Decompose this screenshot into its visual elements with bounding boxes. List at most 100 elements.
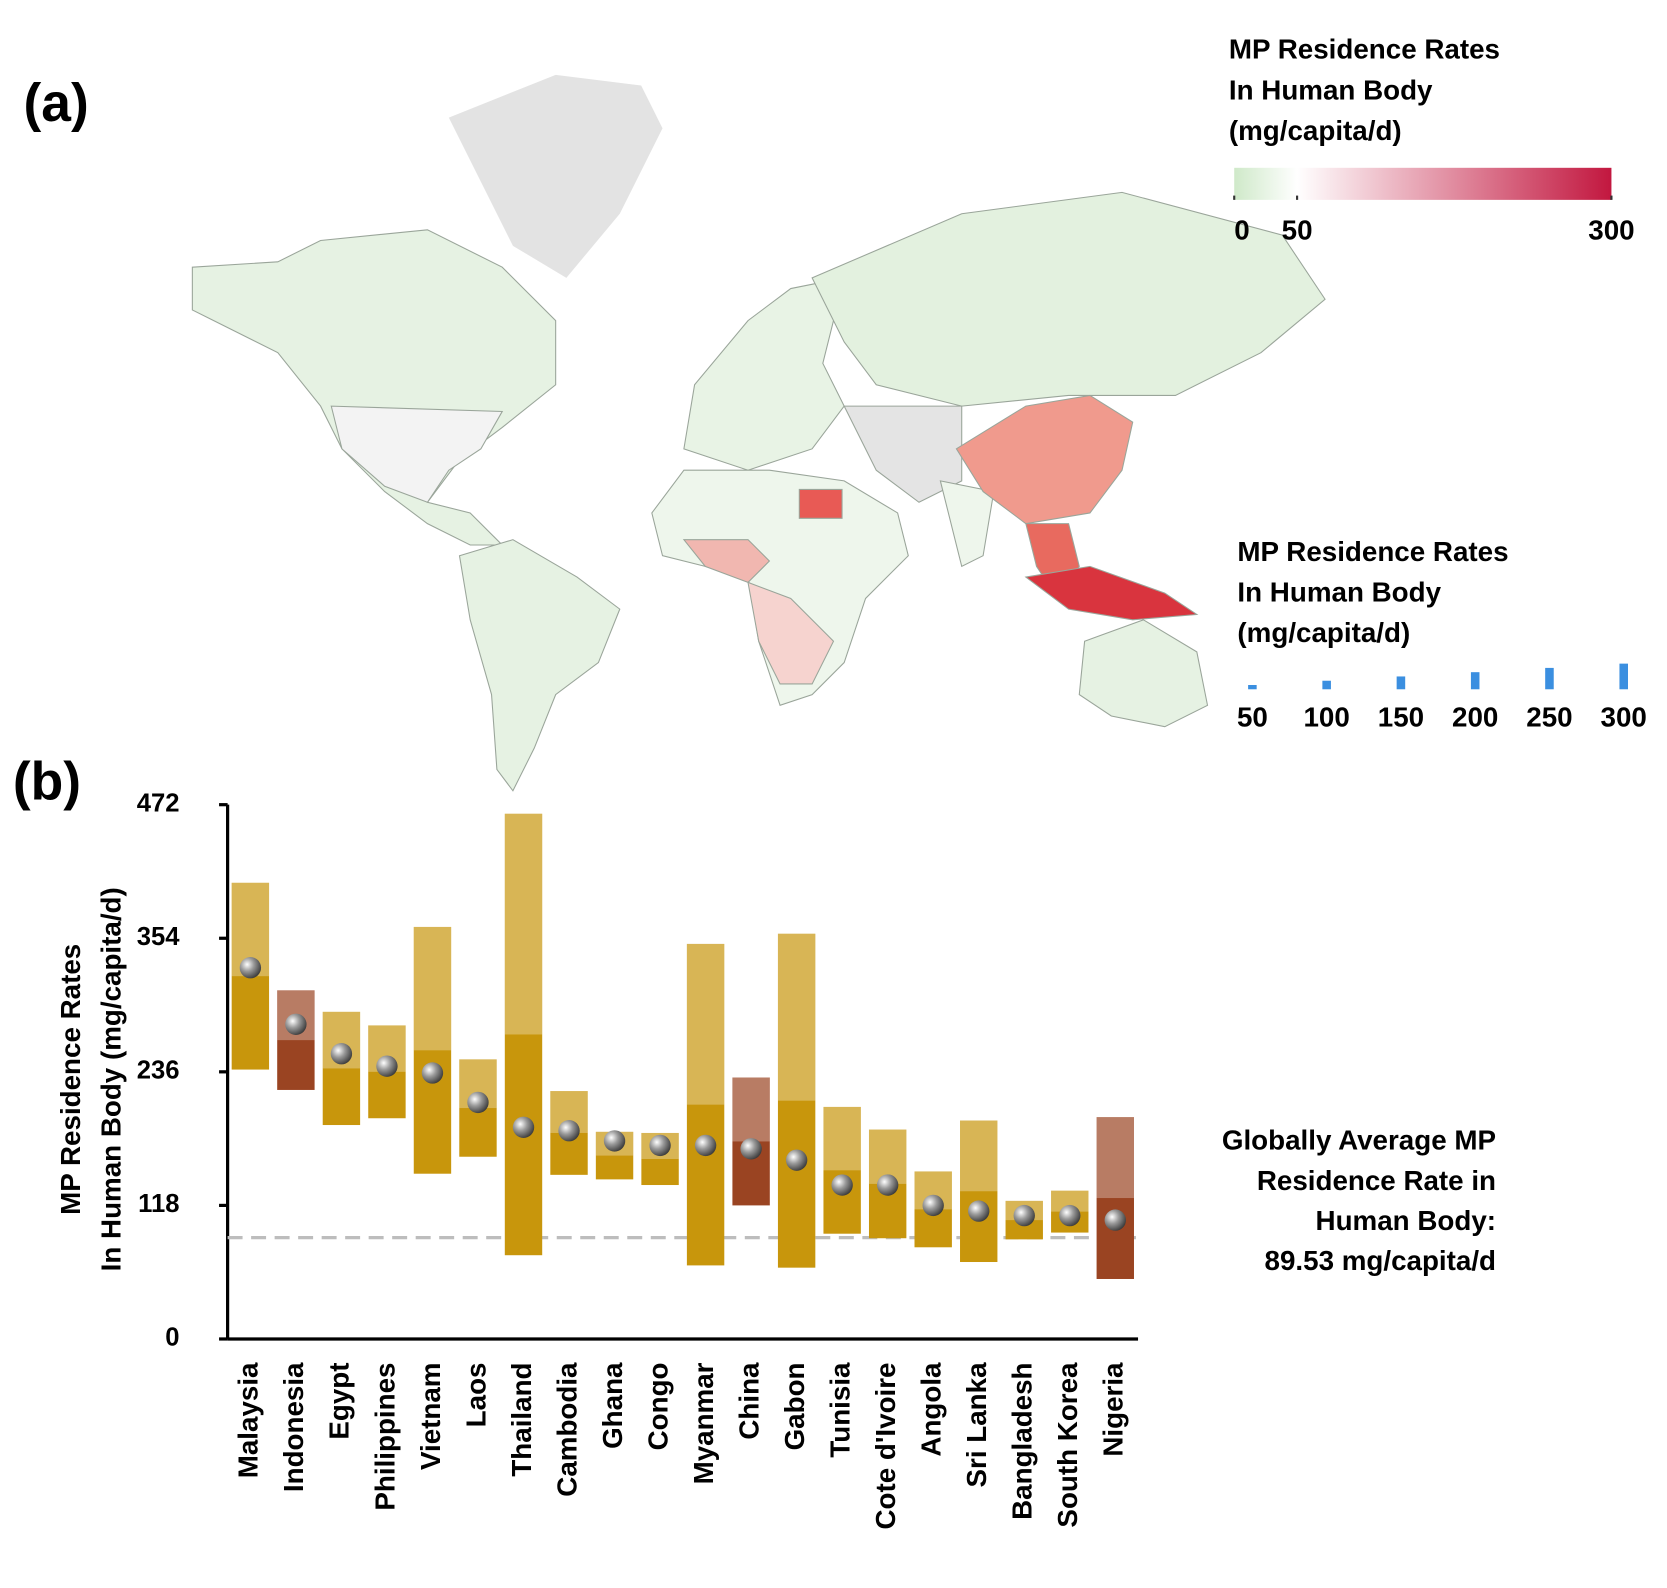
indonesia [1024, 565, 1199, 621]
range-bar-sheen [777, 933, 816, 1101]
range-bar-sheen [1051, 1190, 1089, 1212]
india [939, 480, 995, 568]
mean-marker [968, 1200, 990, 1222]
mean-marker [421, 1062, 444, 1084]
x-tick-label: South Korea [1052, 1362, 1083, 1528]
legend-title: In Human Body [1237, 577, 1441, 608]
x-tick-label: Tunisia [824, 1362, 855, 1458]
south-america [458, 539, 621, 792]
mean-marker [785, 1149, 808, 1171]
y-axis-label: MP Residence Rates [55, 944, 86, 1215]
legend-tick-label: 50 [1237, 702, 1268, 733]
range-bar-sheen [732, 1077, 770, 1142]
x-tick-label: Nigeria [1098, 1362, 1129, 1457]
x-tick-label: Cote d'Ivoire [870, 1362, 901, 1529]
x-tick-label: Congo [642, 1362, 673, 1450]
x-tick-label: Myanmar [688, 1362, 719, 1484]
range-bar [823, 1106, 861, 1234]
y-tick-label: 354 [137, 923, 181, 951]
mean-marker [467, 1091, 489, 1114]
legend-bar [1619, 663, 1628, 690]
mean-marker [239, 957, 262, 979]
range-chart: 0 118 236 354 472 MP Residence Rates In Human … [55, 789, 1496, 1529]
range-bar [322, 1011, 361, 1126]
y-tick-label: 236 [137, 1057, 180, 1085]
colorbar-legend: MP Residence Rates In Human Body (mg/capit… [1229, 34, 1635, 246]
legend-tick-label: 150 [1378, 702, 1424, 733]
egypt [798, 488, 843, 519]
range-bar [1096, 1117, 1134, 1279]
x-tick-label: Ghana [597, 1362, 628, 1449]
x-tick-label: Indonesia [278, 1362, 309, 1492]
annotation: 89.53 mg/capita/d [1265, 1245, 1496, 1276]
mean-marker [512, 1116, 535, 1138]
legend-title: (mg/capita/d) [1237, 617, 1410, 648]
mean-marker [876, 1174, 899, 1196]
y-tick-label: 118 [138, 1190, 179, 1218]
range-bar-sheen [686, 943, 725, 1105]
range-bar-sheen [504, 813, 543, 1035]
y-axis-label: In Human Body (mg/capita/d) [96, 887, 127, 1271]
mean-marker [330, 1043, 353, 1065]
legend-bar [1470, 672, 1480, 690]
mean-marker [558, 1120, 580, 1142]
mean-marker [740, 1138, 762, 1160]
x-tick-label: Sri Lanka [961, 1362, 992, 1488]
range-bar-sheen [823, 1106, 861, 1171]
annotation: Residence Rate in [1257, 1165, 1496, 1196]
legend-title: MP Residence Rates [1237, 536, 1508, 567]
world-map [191, 74, 1326, 792]
mean-marker [376, 1055, 398, 1077]
range-bar-sheen [413, 926, 452, 1051]
range-bar-sheen [1096, 1117, 1134, 1199]
legend-bar [1396, 676, 1406, 690]
legend-bar [1248, 685, 1257, 690]
china [955, 394, 1134, 525]
legend-tick-label: 200 [1452, 702, 1498, 733]
mean-marker [831, 1174, 853, 1196]
x-tick-label: Bangladesh [1007, 1362, 1038, 1519]
x-tick-label: Vietnam [415, 1362, 446, 1470]
legend-title: In Human Body [1229, 74, 1433, 105]
x-tick-label: Malaysia [233, 1362, 264, 1478]
russia [811, 191, 1326, 407]
x-tick-label: Gabon [779, 1362, 810, 1450]
annotation: Human Body: [1316, 1205, 1496, 1236]
x-tick-label: China [733, 1362, 764, 1440]
legend-tick-label: 100 [1303, 702, 1349, 733]
mean-marker [1059, 1204, 1081, 1227]
x-tick-label: Egypt [324, 1362, 355, 1439]
y-tick-label: 0 [165, 1324, 179, 1352]
north-america [191, 229, 557, 546]
greenland [448, 74, 663, 278]
x-tick-label: Philippines [369, 1362, 400, 1510]
bar-size-legend: MP Residence Rates In Human Body (mg/capit… [1237, 536, 1647, 733]
central-africa [747, 581, 835, 685]
panel-label: (a) [24, 74, 89, 133]
central-asia [843, 405, 963, 503]
legend-tick-label: 250 [1526, 702, 1572, 733]
colorbar [1234, 167, 1612, 200]
mean-marker [285, 1013, 307, 1035]
legend-title: (mg/capita/d) [1229, 115, 1402, 146]
range-bar [277, 990, 315, 1090]
range-bar [960, 1120, 998, 1263]
x-tick-label: Thailand [506, 1362, 537, 1476]
x-tick-label: Angola [916, 1362, 947, 1457]
panel-label: (b) [13, 753, 81, 812]
colorbar-tick-label: 50 [1282, 214, 1313, 245]
x-tick-label: Laos [460, 1362, 491, 1427]
legend-tick-label: 300 [1601, 702, 1647, 733]
annotation: Globally Average MP [1222, 1125, 1496, 1156]
range-bar-sheen [960, 1120, 998, 1192]
legend-bar [1545, 667, 1554, 690]
west-africa [682, 539, 771, 584]
mean-marker [1013, 1204, 1035, 1227]
range-bar [504, 813, 543, 1256]
x-tick-label: Cambodia [551, 1362, 582, 1497]
legend-title: MP Residence Rates [1229, 34, 1500, 65]
range-bar [686, 943, 725, 1266]
range-bar [413, 926, 452, 1174]
usa [330, 405, 504, 503]
